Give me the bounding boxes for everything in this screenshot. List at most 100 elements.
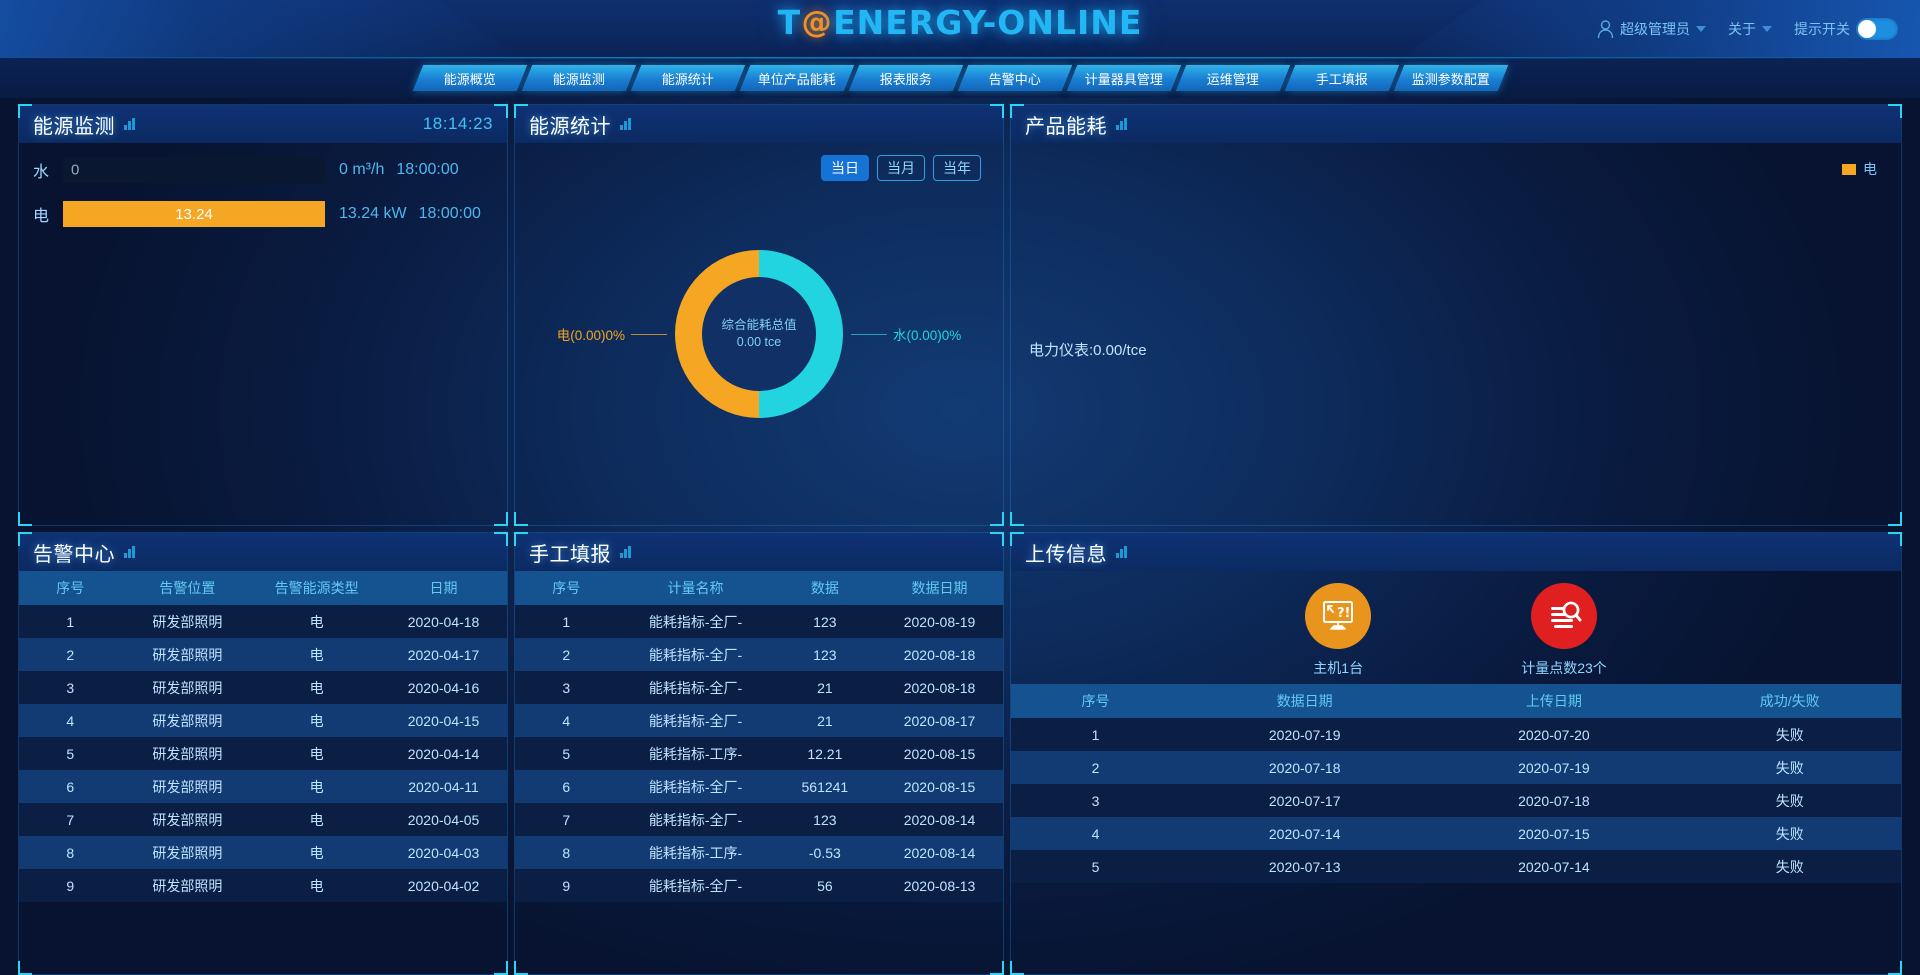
table-cell: 研发部照明 xyxy=(152,646,223,663)
upload-stat-group: ?! 主机1台 xyxy=(1011,571,1901,684)
panel-upload-info: 上传信息 ?! 主机1台 xyxy=(1010,532,1902,975)
header-actions: 超级管理员 关于 提示开关 xyxy=(1597,0,1898,58)
table-row[interactable]: 2 2020-07-18 2020-07-19 失败 xyxy=(1011,751,1901,784)
table-cell: 2020-07-19 xyxy=(1518,759,1590,776)
energy-row-value: 13.24 kW xyxy=(339,205,407,222)
table-row[interactable]: 3 能耗指标-全厂- 21 2020-08-18 xyxy=(515,671,1003,704)
table-cell: 研发部照明 xyxy=(152,778,223,795)
table-cell: 5 xyxy=(562,745,571,762)
nav-tab-label: 能源统计 xyxy=(661,71,714,87)
table-row[interactable]: 4 2020-07-14 2020-07-15 失败 xyxy=(1011,817,1901,850)
table-cell: 能耗指标-全厂- xyxy=(648,877,743,894)
panel-energy-monitor: 能源监测 18:14:23 水 0 0 m³/h 18:00:00 电 xyxy=(18,104,508,526)
panel-title: 能源监测 xyxy=(33,115,115,138)
nav-tab-energy-stats[interactable]: 能源统计 xyxy=(630,65,745,91)
app-header: T @ ENERGY-ONLINE 超级管理员 关于 提示开关 xyxy=(0,0,1920,58)
table-row[interactable]: 1 研发部照明 电 2020-04-18 xyxy=(19,605,507,638)
table-row[interactable]: 9 能耗指标-全厂- 56 2020-08-13 xyxy=(515,869,1003,902)
nav-tab-report-service[interactable]: 报表服务 xyxy=(848,65,963,91)
panel-header: 能源监测 18:14:23 xyxy=(19,105,507,143)
column-header: 计量名称 xyxy=(617,571,774,605)
nav-tab-alarm-center[interactable]: 告警中心 xyxy=(957,65,1072,91)
nav-tab-label: 手工填报 xyxy=(1315,71,1368,87)
energy-row-bar: 13.24 xyxy=(63,201,325,227)
table-row[interactable]: 5 研发部照明 电 2020-04-14 xyxy=(19,737,507,770)
hint-toggle-group[interactable]: 提示开关 xyxy=(1794,18,1898,40)
panel-title: 告警中心 xyxy=(33,543,115,566)
column-header: 告警位置 xyxy=(121,571,254,605)
table-cell: 2 xyxy=(562,646,571,663)
nav-tab-operations[interactable]: 运维管理 xyxy=(1175,65,1290,91)
table-cell: 1 xyxy=(1091,726,1100,743)
about-menu[interactable]: 关于 xyxy=(1728,19,1772,39)
table-cell: 2 xyxy=(66,646,75,663)
stat-host-count[interactable]: ?! 主机1台 xyxy=(1305,583,1372,678)
table-row[interactable]: 3 研发部照明 电 2020-04-16 xyxy=(19,671,507,704)
table-cell: 能耗指标-全厂- xyxy=(648,778,743,795)
table-cell: 2020-08-14 xyxy=(903,811,976,828)
table-header-row: 序号 数据日期 上传日期 成功/失败 xyxy=(1011,684,1901,718)
period-button-year[interactable]: 当年 xyxy=(933,155,981,181)
table-row[interactable]: 5 2020-07-13 2020-07-14 失败 xyxy=(1011,850,1901,883)
panel-header: 告警中心 xyxy=(19,533,507,571)
table-cell: 2020-07-15 xyxy=(1518,825,1590,842)
nav-tab-label: 监测参数配置 xyxy=(1411,71,1490,87)
table-row[interactable]: 1 能耗指标-全厂- 123 2020-08-19 xyxy=(515,605,1003,638)
table-row[interactable]: 8 能耗指标-工序- -0.53 2020-08-14 xyxy=(515,836,1003,869)
period-button-day[interactable]: 当日 xyxy=(821,155,869,181)
energy-row-label: 水 xyxy=(33,164,50,181)
stat-meter-points[interactable]: 计量点数23个 xyxy=(1521,583,1607,678)
table-cell: 研发部照明 xyxy=(152,679,223,696)
table-cell: 2020-04-14 xyxy=(407,745,480,762)
table-cell: 电 xyxy=(309,811,324,828)
hint-toggle-switch[interactable] xyxy=(1856,18,1898,40)
table-cell: 1 xyxy=(562,613,571,630)
table-row[interactable]: 2 研发部照明 电 2020-04-17 xyxy=(19,638,507,671)
table-cell: 2020-07-17 xyxy=(1268,792,1341,809)
table-cell: 9 xyxy=(66,877,75,894)
nav-tab-monitor-config[interactable]: 监测参数配置 xyxy=(1393,65,1508,91)
table-row[interactable]: 4 能耗指标-全厂- 21 2020-08-17 xyxy=(515,704,1003,737)
column-header: 告警能源类型 xyxy=(253,571,381,605)
table-row[interactable]: 1 2020-07-19 2020-07-20 失败 xyxy=(1011,718,1901,751)
table-cell: 7 xyxy=(66,811,75,828)
nav-tab-label: 能源监测 xyxy=(552,71,605,87)
table-cell: 研发部照明 xyxy=(152,877,223,894)
table-cell: 2020-07-20 xyxy=(1518,726,1590,743)
table-row[interactable]: 4 研发部照明 电 2020-04-15 xyxy=(19,704,507,737)
donut-ring: 综合能耗总值 0.00 tce xyxy=(675,250,843,418)
table-row[interactable]: 5 能耗指标-工序- 12.21 2020-08-15 xyxy=(515,737,1003,770)
monitor-question-icon: ?! xyxy=(1305,583,1372,649)
table-row[interactable]: 8 研发部照明 电 2020-04-03 xyxy=(19,836,507,869)
table-cell: 2020-08-18 xyxy=(903,679,976,696)
column-header: 序号 xyxy=(515,571,618,605)
bar-chart-icon xyxy=(1116,546,1127,558)
nav-tab-manual-entry[interactable]: 手工填报 xyxy=(1284,65,1399,91)
table-cell: 1 xyxy=(66,613,75,630)
dashboard-grid: 能源监测 18:14:23 水 0 0 m³/h 18:00:00 电 xyxy=(0,98,1920,975)
nav-tab-energy-monitor[interactable]: 能源监测 xyxy=(521,65,636,91)
period-selector: 当日 当月 当年 xyxy=(821,155,981,181)
nav-tab-label: 报表服务 xyxy=(879,71,932,87)
table-cell: 能耗指标-全厂- xyxy=(648,811,743,828)
table-row[interactable]: 7 能耗指标-全厂- 123 2020-08-14 xyxy=(515,803,1003,836)
period-button-month[interactable]: 当月 xyxy=(877,155,925,181)
table-cell: 2020-08-17 xyxy=(903,712,976,729)
donut-center-text: 综合能耗总值 0.00 tce xyxy=(675,250,843,418)
nav-tab-unit-product-consumption[interactable]: 单位产品能耗 xyxy=(739,65,854,91)
bar-chart-icon xyxy=(620,546,631,558)
table-row[interactable]: 7 研发部照明 电 2020-04-05 xyxy=(19,803,507,836)
table-row[interactable]: 6 研发部照明 电 2020-04-11 xyxy=(19,770,507,803)
user-menu[interactable]: 超级管理员 xyxy=(1597,19,1706,39)
table-row[interactable]: 9 研发部照明 电 2020-04-02 xyxy=(19,869,507,902)
table-row[interactable]: 3 2020-07-17 2020-07-18 失败 xyxy=(1011,784,1901,817)
main-nav: 能源概览 能源监测 能源统计 单位产品能耗 报表服务 告警中心 计量器具管理 运… xyxy=(0,58,1920,98)
table-row[interactable]: 6 能耗指标-全厂- 561241 2020-08-15 xyxy=(515,770,1003,803)
table-cell: 7 xyxy=(562,811,571,828)
legend-electricity[interactable]: 电 xyxy=(1842,159,1877,179)
panel-alarm-center: 告警中心 序号 告警位置 告警能源类型 日期 1 研发部照明电 2020-04-18 2 研发… xyxy=(18,532,508,975)
nav-tab-energy-overview[interactable]: 能源概览 xyxy=(412,65,527,91)
table-row[interactable]: 2 能耗指标-全厂- 123 2020-08-18 xyxy=(515,638,1003,671)
table-cell: 能耗指标-全厂- xyxy=(648,646,743,663)
nav-tab-meter-management[interactable]: 计量器具管理 xyxy=(1066,65,1181,91)
